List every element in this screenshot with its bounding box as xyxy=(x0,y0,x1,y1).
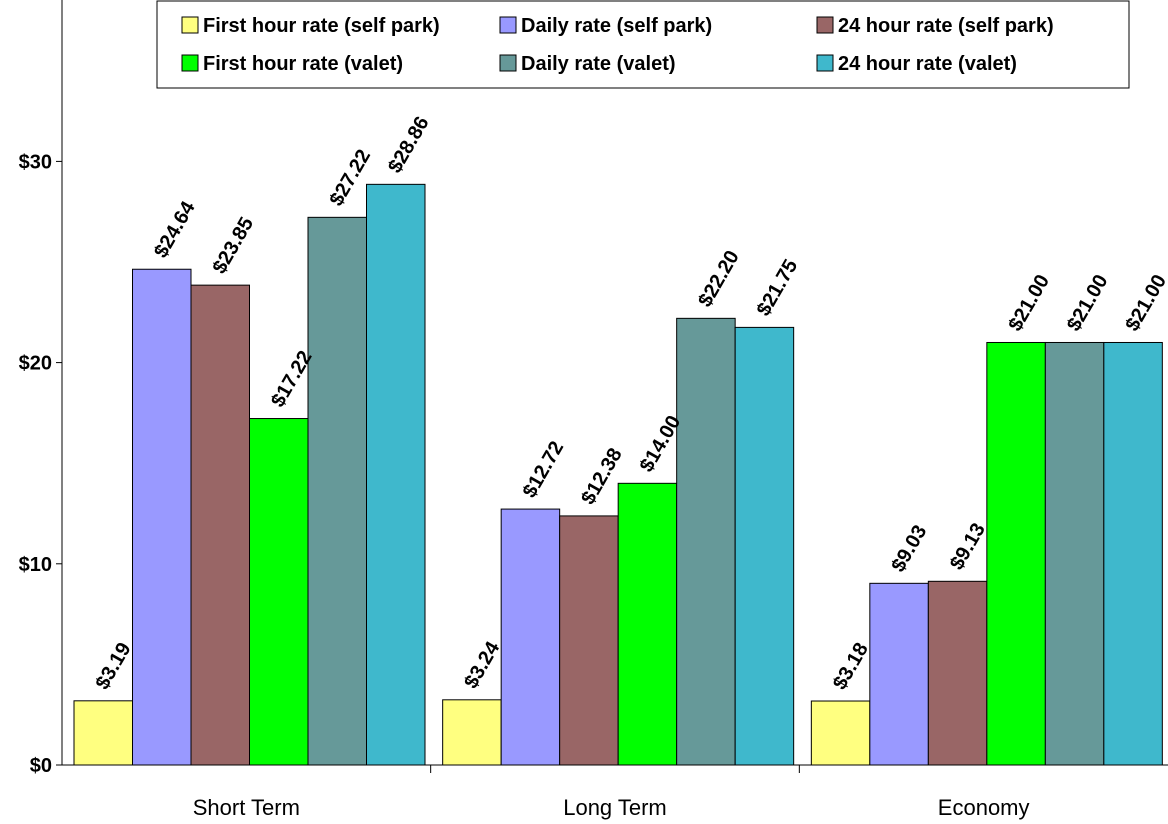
legend-box xyxy=(156,0,1130,89)
legend-swatch xyxy=(181,54,199,72)
bars-group xyxy=(73,183,1163,766)
bar xyxy=(1103,341,1163,766)
x-category-label: Short Term xyxy=(193,795,300,820)
data-label: $22.20 xyxy=(694,247,744,311)
bar xyxy=(500,508,561,766)
bar xyxy=(132,268,192,766)
bar xyxy=(190,284,250,766)
legend-entry-label: 24 hour rate (self park) xyxy=(838,15,1054,37)
legend-entry-label: Daily rate (self park) xyxy=(521,15,712,37)
data-label: $23.85 xyxy=(209,214,259,278)
x-category-label: Long Term xyxy=(563,795,667,820)
data-label: $9.03 xyxy=(887,521,931,575)
legend-entry-label: 24 hour rate (valet) xyxy=(838,53,1017,75)
legend-entry-label: First hour rate (valet) xyxy=(203,53,403,75)
bar xyxy=(1044,341,1105,766)
bar xyxy=(307,216,367,766)
data-label: $28.86 xyxy=(384,113,434,177)
data-label: $9.13 xyxy=(946,519,990,573)
legend-swatch xyxy=(499,16,517,34)
bar xyxy=(734,326,795,766)
data-label: $21.00 xyxy=(1004,271,1054,335)
bar xyxy=(366,183,426,766)
bar xyxy=(927,580,988,766)
data-label: $21.75 xyxy=(753,256,803,320)
y-tick-label: $30 xyxy=(19,151,52,173)
bar xyxy=(73,700,133,766)
data-label: $21.00 xyxy=(1121,271,1168,335)
y-tick-label: $0 xyxy=(30,755,52,777)
data-label: $3.19 xyxy=(92,639,136,693)
legend-swatch xyxy=(816,54,834,72)
data-label: $21.00 xyxy=(1063,271,1113,335)
x-category-label: Economy xyxy=(938,795,1030,820)
legend-swatch xyxy=(499,54,517,72)
bar xyxy=(442,699,502,766)
data-label: $12.72 xyxy=(519,438,569,502)
bar xyxy=(617,482,678,766)
bar xyxy=(559,515,619,766)
data-label: $3.24 xyxy=(460,637,505,692)
legend-entry-label: Daily rate (valet) xyxy=(521,53,676,75)
y-tick-label: $20 xyxy=(19,353,52,375)
legend: First hour rate (self park) Daily rate (s… xyxy=(156,0,1130,89)
legend-swatch xyxy=(816,16,834,34)
legend-entry-label: First hour rate (self park) xyxy=(203,15,440,37)
y-tick-label: $10 xyxy=(19,554,52,576)
bar xyxy=(869,582,929,766)
bar xyxy=(986,341,1046,766)
axes-group: $0 $10 $20 $30 Short Term Long Term Economy xyxy=(19,151,1030,820)
data-label: $24.64 xyxy=(150,197,200,262)
bar xyxy=(249,418,309,766)
bar xyxy=(810,700,871,766)
legend-swatch xyxy=(181,16,199,34)
bar xyxy=(676,317,736,766)
data-label: $3.18 xyxy=(829,639,873,693)
